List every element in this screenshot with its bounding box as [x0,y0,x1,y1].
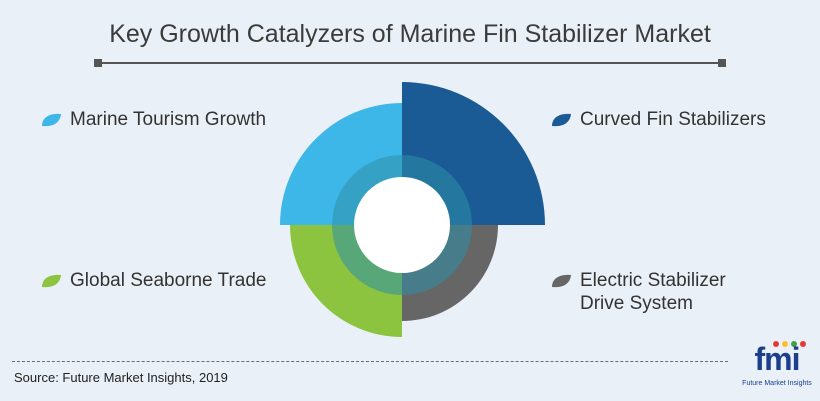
label-text: Global Seaborne Trade [70,270,267,291]
fmi-logo: fmi Future Market Insights [742,341,812,392]
label-line-2: Drive System [580,293,693,314]
label-text: Marine Tourism Growth [70,109,267,130]
underline-cap-left [94,59,102,67]
diagram-title: Key Growth Catalyzers of Marine Fin Stab… [109,20,711,48]
leaf-icon [552,274,571,288]
leaf-icon [42,113,61,127]
label-text: Curved Fin Stabilizers [580,109,766,130]
label-electric-stabilizer-drive-system: Electric Stabilizer Drive System [550,269,726,315]
underline-cap-right [718,59,726,67]
leaf-icon [42,274,61,288]
label-marine-tourism-growth: Marine Tourism Growth [40,108,266,131]
footer-divider [12,361,728,362]
logo-tagline: Future Market Insights [742,380,812,387]
title-underline [94,59,726,67]
center-disc [354,177,450,273]
source-note: Source: Future Market Insights, 2019 [14,370,228,385]
logo-figures-icon [773,341,806,347]
logo-mark: fmi [754,341,801,377]
label-curved-fin-stabilizers: Curved Fin Stabilizers [550,108,766,131]
label-global-seaborne-trade: Global Seaborne Trade [40,269,266,292]
label-line-1: Electric Stabilizer [580,270,726,291]
leaf-icon [552,113,571,127]
label-text-block: Electric Stabilizer Drive System [580,269,726,315]
